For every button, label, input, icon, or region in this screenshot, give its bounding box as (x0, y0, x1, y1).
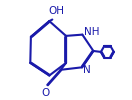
Text: OH: OH (48, 6, 64, 16)
Text: O: O (42, 88, 50, 98)
Text: N: N (83, 65, 91, 75)
Text: NH: NH (84, 27, 99, 37)
